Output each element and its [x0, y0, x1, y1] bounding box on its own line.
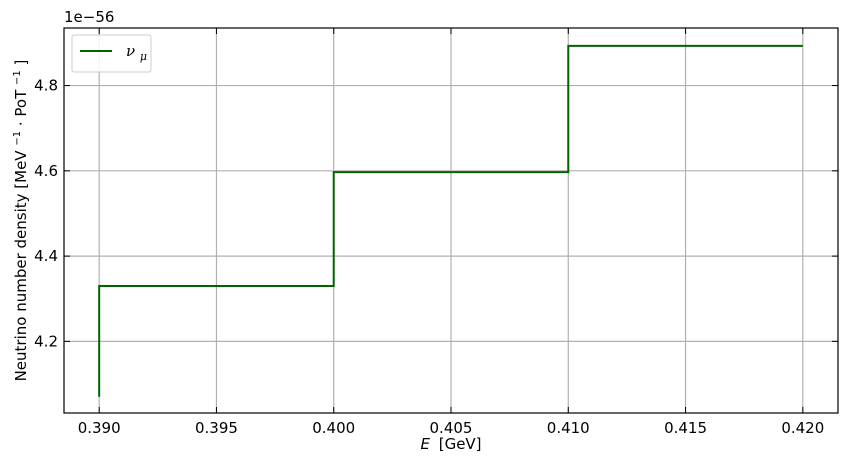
y-axis-label-sup2: −1	[12, 70, 23, 85]
x-tick-label: 0.400	[312, 419, 355, 437]
y-tick-label: 4.8	[34, 77, 58, 95]
y-axis-label: Neutrino number density [MeV −1 · PoT −1…	[6, 60, 30, 382]
legend-label: ν μ	[126, 42, 147, 63]
y-axis-label-end: ]	[12, 60, 30, 66]
y-axis-label-mid: · PoT	[12, 89, 30, 126]
x-tick-label: 0.405	[430, 419, 473, 437]
series-group	[98, 44, 803, 397]
y-axis-label-main: Neutrino number density [MeV	[12, 150, 30, 382]
y-axis-label-sup1: −1	[12, 131, 23, 146]
series-line	[98, 44, 803, 397]
x-tick-label: 0.390	[78, 419, 121, 437]
x-axis-label-symbol: E	[420, 435, 430, 453]
y-offset-text: 1e−56	[64, 8, 114, 26]
plot-frame	[63, 27, 839, 414]
x-tick-label: 0.395	[195, 419, 238, 437]
legend-label-subscript: μ	[140, 50, 147, 63]
ticks	[64, 28, 838, 413]
legend: ν μ	[71, 34, 152, 73]
y-tick-label: 4.4	[34, 247, 58, 265]
x-axis-label: E [GeV]	[420, 435, 481, 453]
x-tick-label: 0.420	[781, 419, 824, 437]
legend-label-main: ν	[126, 42, 135, 60]
y-tick-labels: 4.2 4.4 4.6 4.8	[34, 77, 58, 351]
x-axis-label-unit: [GeV]	[439, 435, 482, 453]
legend-box	[71, 34, 152, 73]
x-tick-labels: 0.390 0.395 0.400 0.405 0.410 0.415 0.420	[78, 419, 825, 437]
x-tick-label: 0.415	[664, 419, 707, 437]
y-tick-label: 4.2	[34, 332, 58, 350]
x-tick-label: 0.410	[547, 419, 590, 437]
y-tick-label: 4.6	[34, 162, 58, 180]
